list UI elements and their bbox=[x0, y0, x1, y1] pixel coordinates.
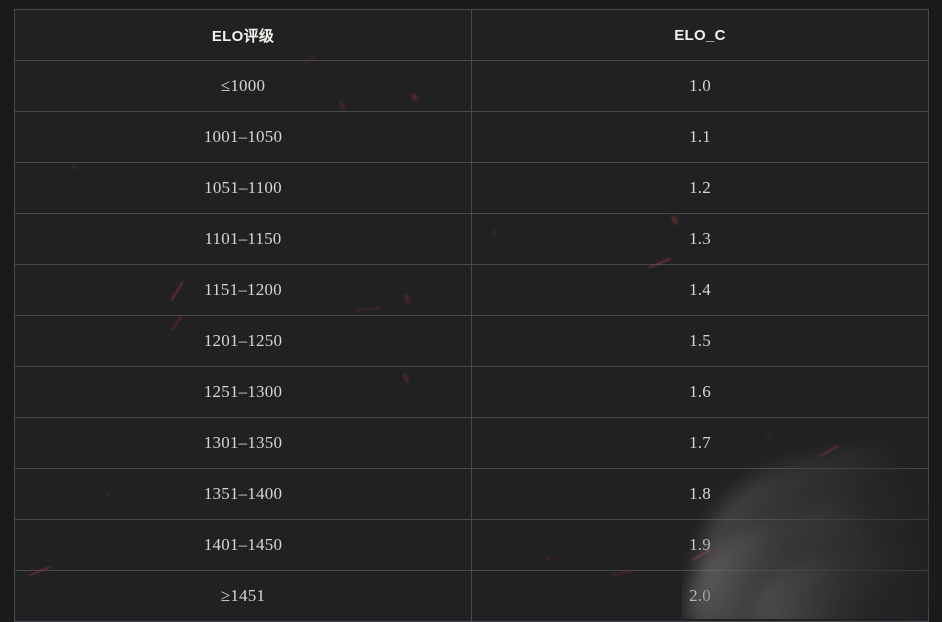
table-row: 1151–1200 1.4 bbox=[14, 264, 929, 316]
table-row: 1301–1350 1.7 bbox=[14, 417, 929, 469]
cell-elo-c: 1.2 bbox=[471, 162, 929, 214]
elo-table-container: ELO评级 ELO_C ≤1000 1.0 1001–1050 1.1 1051… bbox=[14, 9, 929, 622]
cell-elo-rating: 1401–1450 bbox=[14, 519, 472, 571]
cell-elo-rating: ≤1000 bbox=[14, 60, 472, 112]
cell-elo-c: 1.5 bbox=[471, 315, 929, 367]
column-header-elo-c: ELO_C bbox=[471, 9, 929, 61]
cell-elo-rating: 1351–1400 bbox=[14, 468, 472, 520]
cell-elo-c: 1.4 bbox=[471, 264, 929, 316]
table-row: 1001–1050 1.1 bbox=[14, 111, 929, 163]
cell-elo-rating: 1301–1350 bbox=[14, 417, 472, 469]
elo-rating-conversion-table: ELO评级 ELO_C ≤1000 1.0 1001–1050 1.1 1051… bbox=[14, 9, 929, 622]
table-row: 1351–1400 1.8 bbox=[14, 468, 929, 520]
cell-elo-rating: 1051–1100 bbox=[14, 162, 472, 214]
cell-elo-c: 1.7 bbox=[471, 417, 929, 469]
cell-elo-rating: 1151–1200 bbox=[14, 264, 472, 316]
table-body: ≤1000 1.0 1001–1050 1.1 1051–1100 1.2 11… bbox=[14, 60, 929, 622]
cell-elo-rating: ≥1451 bbox=[14, 570, 472, 622]
table-header: ELO评级 ELO_C bbox=[14, 9, 929, 61]
cell-elo-c: 2.0 bbox=[471, 570, 929, 622]
table-row: 1101–1150 1.3 bbox=[14, 213, 929, 265]
cell-elo-rating: 1201–1250 bbox=[14, 315, 472, 367]
cell-elo-rating: 1251–1300 bbox=[14, 366, 472, 418]
cell-elo-c: 1.1 bbox=[471, 111, 929, 163]
table-header-row: ELO评级 ELO_C bbox=[14, 9, 929, 61]
table-row: ≤1000 1.0 bbox=[14, 60, 929, 112]
cell-elo-c: 1.6 bbox=[471, 366, 929, 418]
table-row: 1051–1100 1.2 bbox=[14, 162, 929, 214]
table-row: 1251–1300 1.6 bbox=[14, 366, 929, 418]
cell-elo-c: 1.8 bbox=[471, 468, 929, 520]
table-row: 1401–1450 1.9 bbox=[14, 519, 929, 571]
cell-elo-c: 1.3 bbox=[471, 213, 929, 265]
cell-elo-rating: 1101–1150 bbox=[14, 213, 472, 265]
cell-elo-rating: 1001–1050 bbox=[14, 111, 472, 163]
cell-elo-c: 1.9 bbox=[471, 519, 929, 571]
table-row: 1201–1250 1.5 bbox=[14, 315, 929, 367]
cell-elo-c: 1.0 bbox=[471, 60, 929, 112]
column-header-elo-rating: ELO评级 bbox=[14, 9, 472, 61]
table-row: ≥1451 2.0 bbox=[14, 570, 929, 622]
